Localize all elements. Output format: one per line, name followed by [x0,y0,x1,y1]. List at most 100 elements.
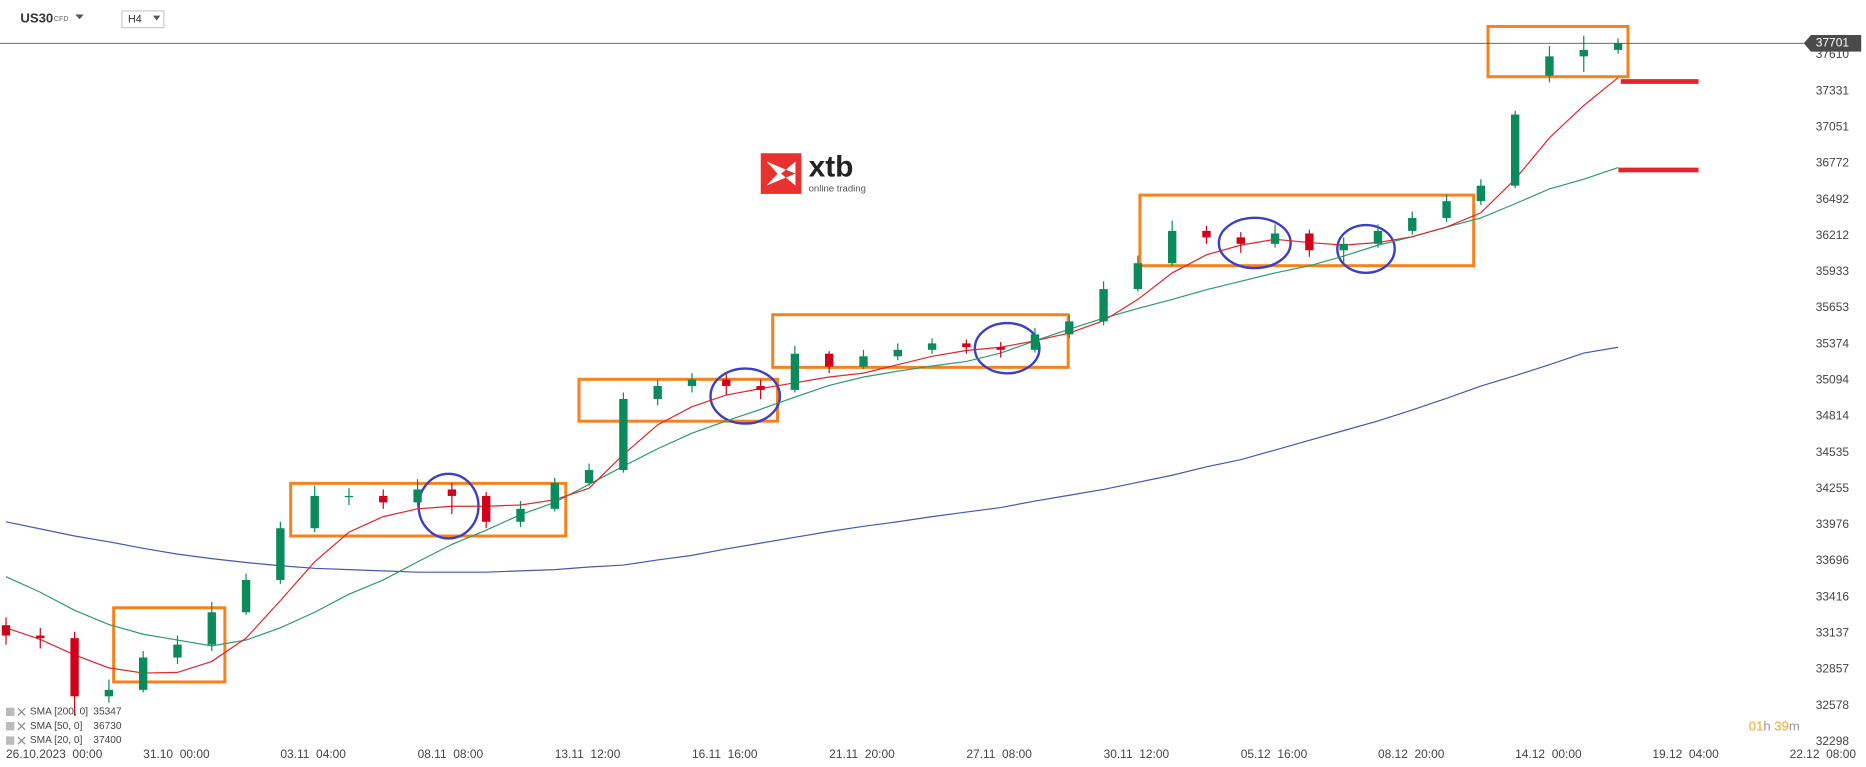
candle [413,479,422,507]
candle [859,349,868,370]
candle [1202,225,1211,244]
x-tick-label: 13.11 12:00 [555,747,621,761]
y-tick-label: 33416 [1816,589,1850,603]
y-tick-label: 34255 [1816,481,1850,495]
candle-body [1373,230,1383,244]
range-box [1486,24,1630,79]
candle [687,373,697,393]
legend-close [17,722,26,731]
x-tick-label: 08.11 08:00 [418,747,484,761]
candle [1030,327,1040,353]
range-box [1138,193,1476,268]
candle [550,477,559,512]
candle-body [584,470,594,483]
y-tick-label: 35653 [1816,300,1850,314]
candle-body [1339,243,1348,251]
countdown: 01h 39m [1749,719,1800,734]
candle-body [36,635,45,639]
circle-mark [973,321,1041,375]
candle [1442,194,1451,222]
y-tick-label: 32857 [1816,662,1850,676]
candle-body [1305,233,1314,251]
candle [1579,35,1588,72]
candle [756,379,765,399]
circle-mark [709,367,782,425]
x-tick-label: 21.11 20:00 [829,747,895,761]
x-tick-label: 16.11 16:00 [692,747,758,761]
candle [1510,110,1520,189]
candle [1305,229,1314,257]
candle-body [310,495,319,529]
candle-body [1579,49,1588,57]
sma-line [5,77,1619,674]
legend-value: 35347 [93,707,122,718]
countdown-minutes: 39 [1774,719,1789,734]
last-price-tag [1803,34,1862,52]
candle-body [962,343,971,348]
sma-line [5,346,1619,573]
timeframe-select[interactable] [121,10,165,29]
candle-body [276,528,285,580]
candle [104,679,114,703]
candle [481,492,491,529]
candle [893,343,902,361]
x-tick-label: 26.10.2023 00:00 [6,747,103,761]
y-tick-label: 37331 [1816,83,1850,97]
candle-body [893,349,902,357]
candle [138,651,148,693]
x-tick-label: 22.12 08:00 [1790,747,1857,761]
logo-mark [760,153,802,194]
candle [722,374,731,396]
candle-body [1065,321,1074,335]
candle-body [996,347,1005,350]
candle [36,627,45,649]
y-tick-label: 36492 [1816,192,1850,206]
legend-name: SMA [50, 0] [30,721,83,732]
x-tick-label: 03.11 04:00 [280,747,346,761]
candle-body [619,398,628,471]
candle-body [1442,201,1451,218]
y-tick-label: 32578 [1816,698,1850,712]
logo-text: xtb [809,151,854,184]
countdown-m: m [1789,719,1800,734]
candle-body [481,495,491,522]
candle [379,489,388,509]
x-tick-label: 31.10 00:00 [143,747,210,761]
candle-body [138,657,148,690]
candle-body [207,612,216,645]
candle [927,338,937,354]
candle-body [653,386,662,399]
y-tick-label: 33137 [1816,626,1850,640]
candle [1133,255,1143,292]
y-tick-label: 35933 [1816,264,1850,278]
candle [173,635,182,664]
legend-name: SMA [200, 0] [30,707,88,718]
y-tick-label: 34814 [1816,409,1850,423]
candle-body [756,386,765,390]
candle-body [824,353,834,367]
candle-body [1545,56,1554,76]
candle [70,631,79,716]
instrument-type: CFD [54,15,69,23]
candle-body [1476,185,1486,202]
candle [1,617,11,645]
candle [619,392,628,473]
symbol-dropdown[interactable] [75,14,84,20]
y-tick-label: 33976 [1816,517,1850,531]
symbol: US30 [20,11,53,26]
x-tick-label: 19.12 04:00 [1652,747,1719,761]
candle-body [859,356,868,367]
candle [447,482,457,515]
candle-body [722,379,731,387]
candle-body [1,625,11,636]
candle [1236,232,1245,253]
x-tick-label: 27.11 08:00 [966,747,1032,761]
candle-body [241,579,251,613]
candle-body [927,343,937,350]
candle [824,351,834,374]
candle-body [104,689,114,697]
timeframe: H4 [128,14,142,26]
candle [516,501,525,527]
candle-body [1167,230,1177,264]
